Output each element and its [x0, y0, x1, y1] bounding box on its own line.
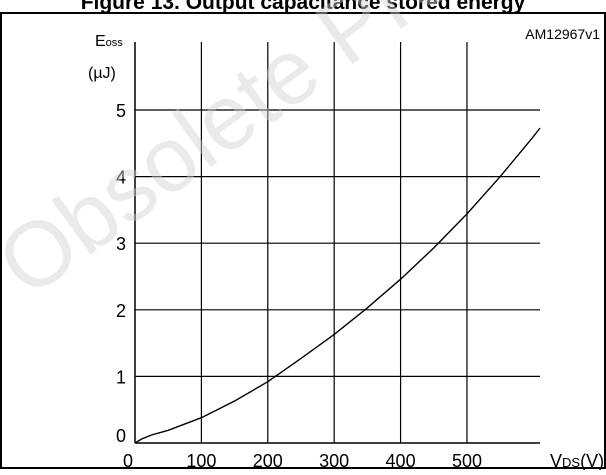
y-tick-label-5: 5 [116, 101, 126, 121]
x-tick-label-0: 0 [123, 451, 133, 470]
y-axis-label-line2: (µJ) [88, 65, 116, 82]
y-tick-label-3: 3 [116, 234, 126, 254]
ref-code: AM12967v1 [525, 26, 600, 42]
x-tick-label-400: 400 [386, 451, 416, 470]
outer-border [0, 12, 606, 469]
grid [135, 42, 540, 443]
figure-title: Figure 13. Output capacitance stored ene… [80, 0, 526, 14]
y-tick-label-1: 1 [116, 367, 126, 387]
x-tick-label-200: 200 [253, 451, 283, 470]
axes [134, 42, 540, 444]
y-tick-label-4: 4 [116, 168, 126, 188]
y-axis-label-line1: Eoss [95, 33, 123, 50]
x-tick-label-100: 100 [186, 451, 216, 470]
series-line-eoss [134, 127, 541, 444]
tick-labels: 0 100 200 300 400 500 0 1 2 3 4 5 [116, 101, 482, 471]
figure-title-strip: Figure 13. Output capacitance stored ene… [0, 0, 606, 25]
x-tick-label-300: 300 [319, 451, 349, 470]
y-tick-label-2: 2 [116, 301, 126, 321]
y-tick-label-0: 0 [116, 426, 126, 446]
series-layer [134, 127, 541, 444]
x-axis-label: VDS(V) [550, 451, 604, 470]
x-tick-label-500: 500 [452, 451, 482, 470]
